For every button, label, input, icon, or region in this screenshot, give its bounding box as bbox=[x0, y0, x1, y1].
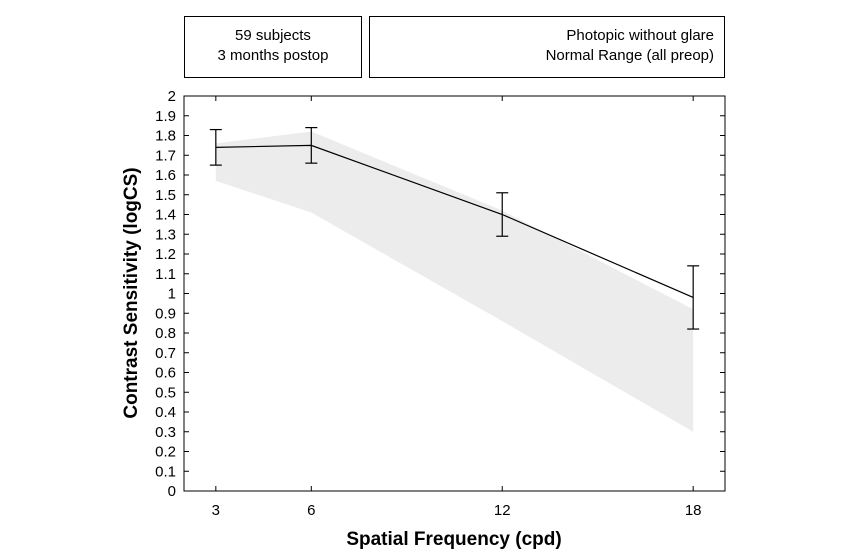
y-tick-label: 0.9 bbox=[155, 305, 176, 322]
y-tick-label: 0.1 bbox=[155, 463, 176, 480]
y-tick-label: 1.1 bbox=[155, 266, 176, 283]
y-axis-title: Contrast Sensitivity (logCS) bbox=[121, 167, 142, 418]
y-tick-label: 0.3 bbox=[155, 424, 176, 441]
y-tick-label: 0.5 bbox=[155, 384, 176, 401]
x-tick-label: 6 bbox=[307, 502, 315, 519]
legend-subjects-text: 59 subjects bbox=[235, 27, 311, 44]
y-tick-label: 1.8 bbox=[155, 128, 176, 145]
y-tick-label: 0.2 bbox=[155, 444, 176, 461]
y-tick-label: 1.3 bbox=[155, 226, 176, 243]
legend-box-condition: Photopic without glare Normal Range (all… bbox=[369, 16, 725, 78]
y-tick-label: 1.4 bbox=[155, 207, 176, 224]
y-tick-label: 0.8 bbox=[155, 325, 176, 342]
legend-postop-text: 3 months postop bbox=[217, 47, 329, 64]
y-tick-label: 0.7 bbox=[155, 345, 176, 362]
y-tick-label: 1.5 bbox=[155, 187, 176, 204]
y-tick-label: 1.6 bbox=[155, 167, 176, 184]
y-tick-label: 0 bbox=[168, 483, 176, 500]
series-line bbox=[215, 144, 694, 299]
normal-range-band bbox=[215, 131, 694, 432]
y-tick-label: 1.7 bbox=[155, 147, 176, 164]
y-tick-label: 1.9 bbox=[155, 108, 176, 125]
legend-normal-range-text: Normal Range (all preop) bbox=[545, 47, 714, 64]
x-tick-label: 3 bbox=[212, 502, 220, 519]
y-tick-label: 0.4 bbox=[155, 404, 176, 421]
y-tick-label: 1 bbox=[168, 286, 176, 303]
y-tick-label: 1.2 bbox=[155, 246, 176, 263]
legend-box-subjects: 59 subjects 3 months postop bbox=[184, 16, 362, 78]
x-tick-label: 12 bbox=[494, 502, 511, 519]
y-tick-label: 0.6 bbox=[155, 365, 176, 382]
y-tick-label: 2 bbox=[168, 88, 176, 105]
x-axis-title: Spatial Frequency (cpd) bbox=[346, 529, 561, 550]
x-tick-label: 18 bbox=[685, 502, 702, 519]
legend-condition-text: Photopic without glare bbox=[566, 27, 714, 44]
